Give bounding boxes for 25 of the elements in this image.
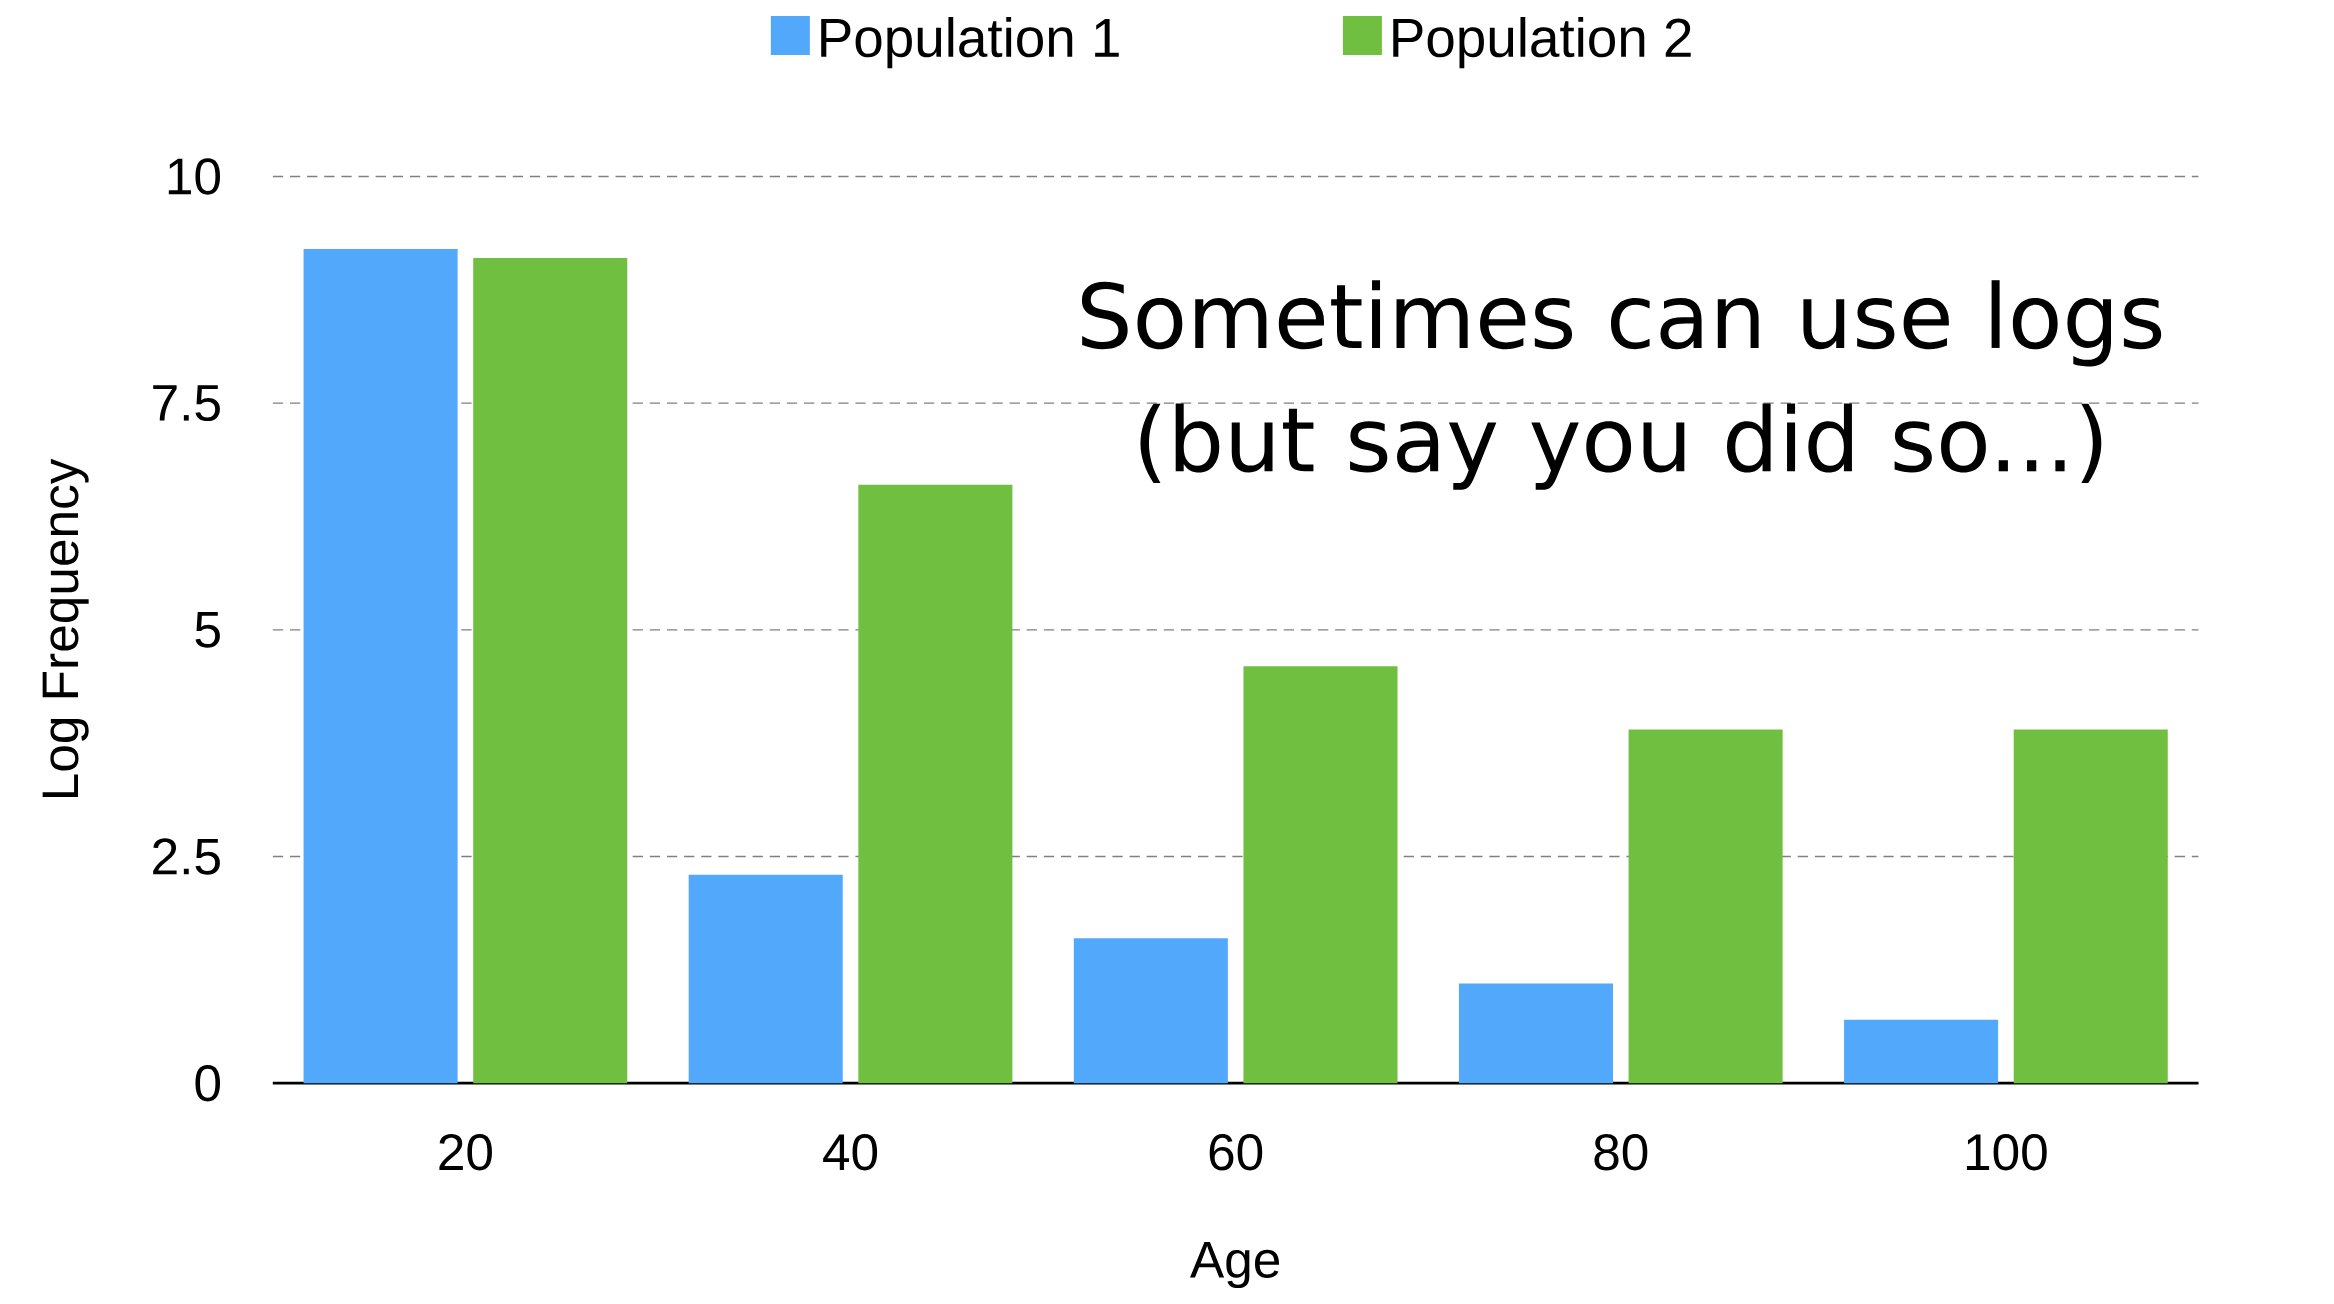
x-tick-label: 80	[1594, 1133, 1648, 1171]
x-tick-label: 60	[1209, 1133, 1263, 1171]
x-tick-label: 20	[439, 1133, 492, 1171]
legend-label: Population 1	[821, 16, 1119, 69]
y-tick-label: 5	[195, 611, 220, 648]
bar	[1844, 1019, 1999, 1084]
y-tick-label: 10	[168, 158, 221, 195]
bar	[688, 874, 843, 1084]
bar	[2013, 729, 2168, 1084]
bar	[303, 248, 458, 1084]
bar	[858, 484, 1013, 1084]
bar	[473, 258, 628, 1084]
bar	[1628, 729, 1783, 1084]
x-tick-label: 40	[823, 1133, 878, 1171]
annotation: Sometimes can use logs (but say you did so...)	[1081, 280, 2162, 490]
y-tick-label: 0	[195, 1064, 221, 1102]
bar	[1243, 666, 1398, 1084]
x-tick-label: 100	[1966, 1133, 2047, 1171]
bar	[1073, 938, 1228, 1084]
legend-label: Population 2	[1393, 16, 1691, 69]
bar	[1458, 983, 1613, 1084]
y-tick-label: 2.5	[153, 838, 220, 875]
y-axis-title: Log Frequency	[42, 458, 89, 798]
y-tick-label: 7.5	[153, 385, 220, 422]
x-axis-title: Age	[1190, 1242, 1280, 1289]
